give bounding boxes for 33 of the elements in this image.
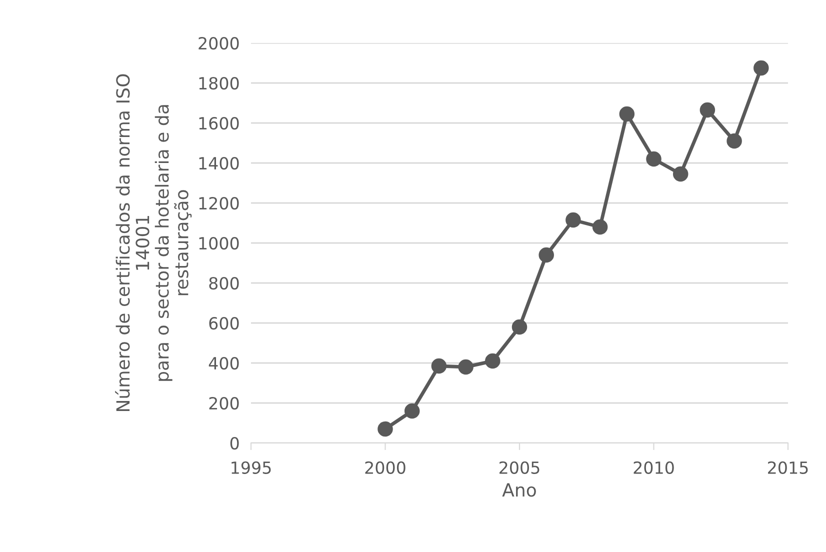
point	[512, 319, 528, 335]
y-tick-label: 400	[208, 356, 239, 370]
point	[619, 106, 635, 122]
point	[458, 359, 474, 375]
point	[646, 151, 662, 167]
y-axis-title: Número de certificados da norma ISO 14001 para o sector da hotelaria e da restauração	[115, 74, 192, 412]
y-tick-label: 2000	[198, 36, 239, 50]
point	[672, 166, 688, 182]
point	[378, 421, 393, 437]
point	[726, 133, 742, 149]
x-tick-label: 2010	[634, 461, 674, 474]
point	[538, 247, 554, 263]
x-axis-title: Ano	[502, 483, 536, 497]
point	[485, 353, 500, 369]
y-tick-label: 1400	[199, 156, 239, 170]
point	[700, 102, 716, 118]
point	[592, 219, 608, 235]
y-tick-label: 600	[209, 316, 239, 330]
x-tick-label: 2000	[365, 461, 406, 474]
y-tick-label: 1800	[199, 76, 239, 90]
x-tick-label: 2015	[768, 461, 808, 474]
point	[431, 358, 447, 374]
y-tick-label: 1600	[199, 116, 239, 130]
y-tick-label: 200	[209, 396, 239, 410]
y-tick-label: 0	[230, 436, 239, 450]
x-tick-label: 1995	[232, 461, 271, 474]
x-tick-label: 2005	[500, 461, 540, 474]
point	[566, 212, 581, 228]
point	[754, 60, 769, 76]
point	[404, 403, 420, 419]
y-tick-label: 1000	[199, 236, 239, 250]
y-tick-label: 800	[209, 276, 239, 290]
y-tick-label: 1200	[199, 196, 239, 210]
